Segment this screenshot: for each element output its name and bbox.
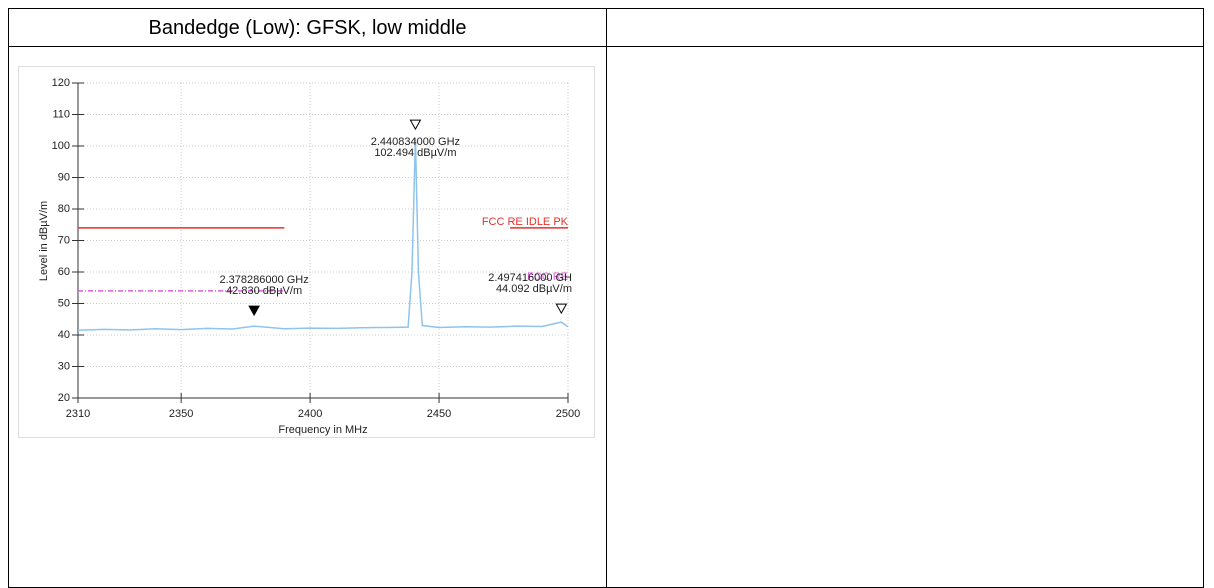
page: Bandedge (Low): GFSK, low middle Frequen… [8,8,1204,588]
y-tick-label: 90 [58,171,70,183]
y-tick-label: 60 [58,266,70,278]
x-tick-label: 2310 [66,408,90,420]
x-tick-label: 2350 [169,408,193,420]
marker-label: 2.440834000 GHz [371,136,460,148]
x-axis-label: Frequency in MHz [278,424,367,436]
marker [409,119,422,131]
y-axis-label: Level in dBµV/m [38,201,50,281]
marker-label: 2.497416000 GH [488,272,572,284]
marker-label: 42.830 dBµV/m [226,285,302,297]
x-tick-label: 2500 [556,408,580,420]
marker [248,305,260,317]
limit-label: FCC RE IDLE PK [482,216,569,228]
header-cell: Bandedge (Low): GFSK, low middle [9,9,606,47]
header-cell [606,9,1203,47]
series-line [77,138,569,332]
y-tick-label: 70 [58,234,70,246]
y-tick-label: 50 [58,297,70,309]
marker-label: 102.494 dBµV/m [374,147,456,159]
marker-label: 44.092 dBµV/m [496,283,572,295]
chart-frame [18,66,595,438]
y-tick-label: 30 [58,360,70,372]
chart: Frequency in MHz Level in dBµV/m 20 30 40 5… [18,66,595,438]
y-tick-label: 80 [58,203,70,215]
marker [555,303,568,315]
x-tick-label: 2400 [298,408,322,420]
y-tick-label: 110 [52,108,70,120]
y-tick-label: 120 [52,77,70,89]
y-tick-label: 20 [58,392,70,404]
y-tick-label: 100 [52,140,70,152]
marker-label: 2.378286000 GHz [219,274,308,286]
column-divider [606,9,607,587]
y-tick-label: 40 [58,329,70,341]
limit-label: FCC RE [527,271,568,283]
x-tick-label: 2450 [427,408,451,420]
